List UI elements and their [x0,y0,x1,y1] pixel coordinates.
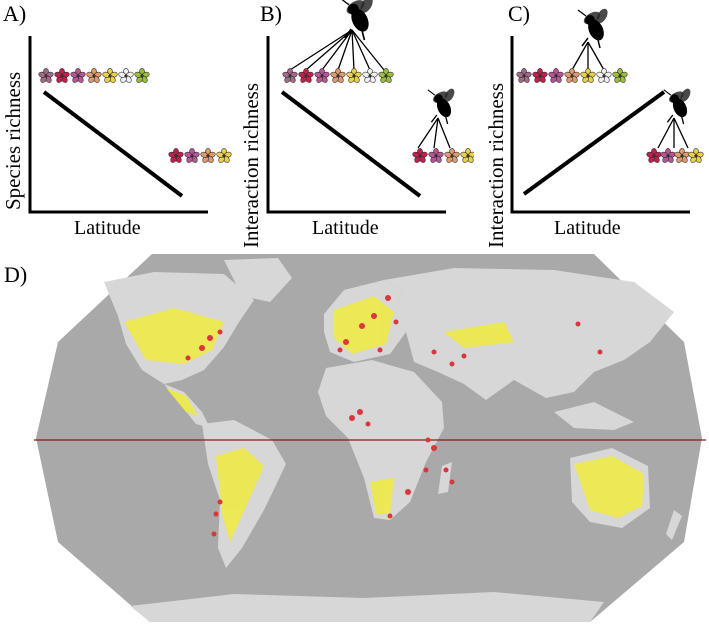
bee-icon [427,88,455,125]
flower-row-high [38,68,150,83]
flower-row-low [646,148,704,163]
southeast-asia [554,402,634,430]
trend-line [522,90,666,196]
flower-icon [674,148,690,163]
panel-c: C) Interaction richness Latitude [484,0,709,250]
axes [28,36,208,214]
flower-icon [54,68,70,83]
world-map-svg [34,254,706,622]
panel-label: B) [260,1,282,26]
flower-icon [516,68,532,83]
flower-icon [118,68,134,83]
x-axis-label: Latitude [74,217,141,239]
panel-label: A) [3,1,27,26]
flower-icon [564,68,580,83]
panel-a-plot [28,36,232,214]
flower-icon [314,68,330,83]
flower-icon [346,68,362,83]
flower-icon [646,148,662,163]
flower-icon [612,68,628,83]
trend-line [280,90,422,198]
flower-icon [532,68,548,83]
panel-b: B) Interaction richness Latitude [238,0,474,250]
interaction-links-high [571,41,605,71]
trend-line [42,90,184,198]
flower-icon [86,68,102,83]
x-axis-label: Latitude [312,217,379,239]
flower-icon [444,148,460,163]
x-axis-label: Latitude [554,217,621,239]
flower-icon [184,148,200,163]
asia [384,268,674,400]
flower-icon [362,68,378,83]
flower-row-high [516,68,628,83]
bee-icon [663,88,691,125]
flower-icon [70,68,86,83]
world-map [34,252,706,624]
antarctica [130,592,604,622]
flower-icon [38,68,54,83]
flower-icon [580,68,596,83]
bee-icon [341,0,373,41]
flower-icon [428,148,444,163]
flower-icon [200,148,216,163]
new-zealand [666,510,682,540]
greenland [224,258,292,302]
interaction-links-high [289,29,385,71]
flower-icon [298,68,314,83]
flower-row-low [168,148,232,163]
panel-a: A) Species richness Latitude [0,0,236,250]
flower-icon [412,148,428,163]
axes [266,36,446,214]
bee-icon [577,8,608,49]
flower-icon [596,68,612,83]
flower-row-high [282,68,394,83]
flower-icon [282,68,298,83]
flower-icon [102,68,118,83]
panel-b-plot [266,0,474,214]
axes [510,36,690,214]
flower-icon [330,68,346,83]
flower-icon [460,148,474,163]
panel-c-plot [510,8,704,214]
flower-icon [216,148,232,163]
flower-row-low [412,148,474,163]
study-sites [185,295,603,537]
panel-label: D) [4,262,28,287]
interaction-links-low [657,117,689,149]
flower-icon [660,148,676,163]
flower-icon [168,148,184,163]
flower-icon [134,68,150,83]
flower-icon [378,68,394,83]
panel-label: C) [508,1,530,26]
interaction-links-low [417,117,451,149]
flower-icon [548,68,564,83]
flower-icon [688,148,704,163]
